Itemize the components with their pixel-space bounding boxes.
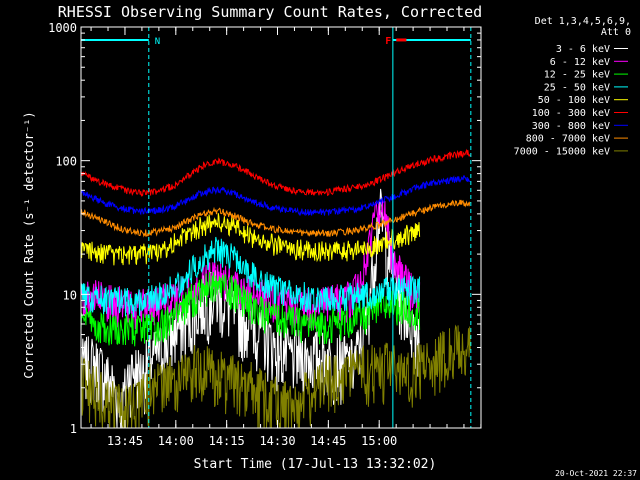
x-tick-label: 14:00 bbox=[158, 434, 194, 448]
y-tick-label: 1000 bbox=[48, 21, 77, 35]
legend-title-line: Det 1,3,4,5,6,9, bbox=[535, 16, 631, 27]
legend-entry-label: 3 - 6 keV bbox=[556, 44, 610, 55]
x-axis-label: Start Time (17-Jul-13 13:32:02) bbox=[194, 457, 437, 472]
chart-title: RHESSI Observing Summary Count Rates, Co… bbox=[58, 3, 482, 21]
series-line-6 bbox=[80, 148, 471, 197]
legend: Det 1,3,4,5,6,9,Att 0 3 - 6 keV 6 - 12 keV… bbox=[514, 16, 631, 157]
series-line-3 bbox=[80, 271, 421, 347]
series-line-9 bbox=[80, 324, 471, 429]
axes-layer: 1 10 100 1000 13:45 14:00 14:15 14:30 14:45 15:00 bbox=[48, 21, 482, 448]
x-tick-label: 14:15 bbox=[209, 434, 245, 448]
flare-annotation: F bbox=[385, 36, 391, 47]
legend-entry-label: 300 - 800 keV bbox=[532, 121, 610, 132]
series-line-8 bbox=[80, 199, 471, 238]
y-tick-label: 100 bbox=[55, 155, 77, 169]
legend-title-line: Att 0 bbox=[601, 27, 631, 38]
legend-entry-label: 50 - 100 keV bbox=[538, 95, 610, 106]
series-layer bbox=[80, 148, 471, 429]
legend-entry-label: 6 - 12 keV bbox=[550, 57, 610, 68]
series-line-5 bbox=[80, 213, 421, 266]
x-tick-label: 15:00 bbox=[361, 434, 397, 448]
night-annotation: N bbox=[155, 37, 160, 47]
y-tick-label: 1 bbox=[70, 422, 77, 436]
series-line-7 bbox=[80, 175, 471, 217]
x-tick-label: 14:45 bbox=[310, 434, 346, 448]
x-tick-label: 13:45 bbox=[107, 434, 143, 448]
legend-entry-label: 100 - 300 keV bbox=[532, 108, 610, 119]
legend-entry-label: 12 - 25 keV bbox=[544, 70, 610, 81]
x-tick-label: 14:30 bbox=[259, 434, 295, 448]
y-axis-label: Corrected Count Rate (s⁻¹ detector⁻¹) bbox=[22, 111, 36, 378]
y-tick-label: 10 bbox=[63, 288, 77, 302]
date-stamp: 20-Oct-2021 22:37 bbox=[555, 469, 637, 478]
series-line-4 bbox=[80, 236, 421, 317]
plot-frame bbox=[80, 26, 482, 429]
legend-entry-label: 7000 - 15000 keV bbox=[514, 146, 610, 157]
legend-entry-label: 800 - 7000 keV bbox=[526, 134, 610, 145]
legend-entry-label: 25 - 50 keV bbox=[544, 82, 610, 93]
